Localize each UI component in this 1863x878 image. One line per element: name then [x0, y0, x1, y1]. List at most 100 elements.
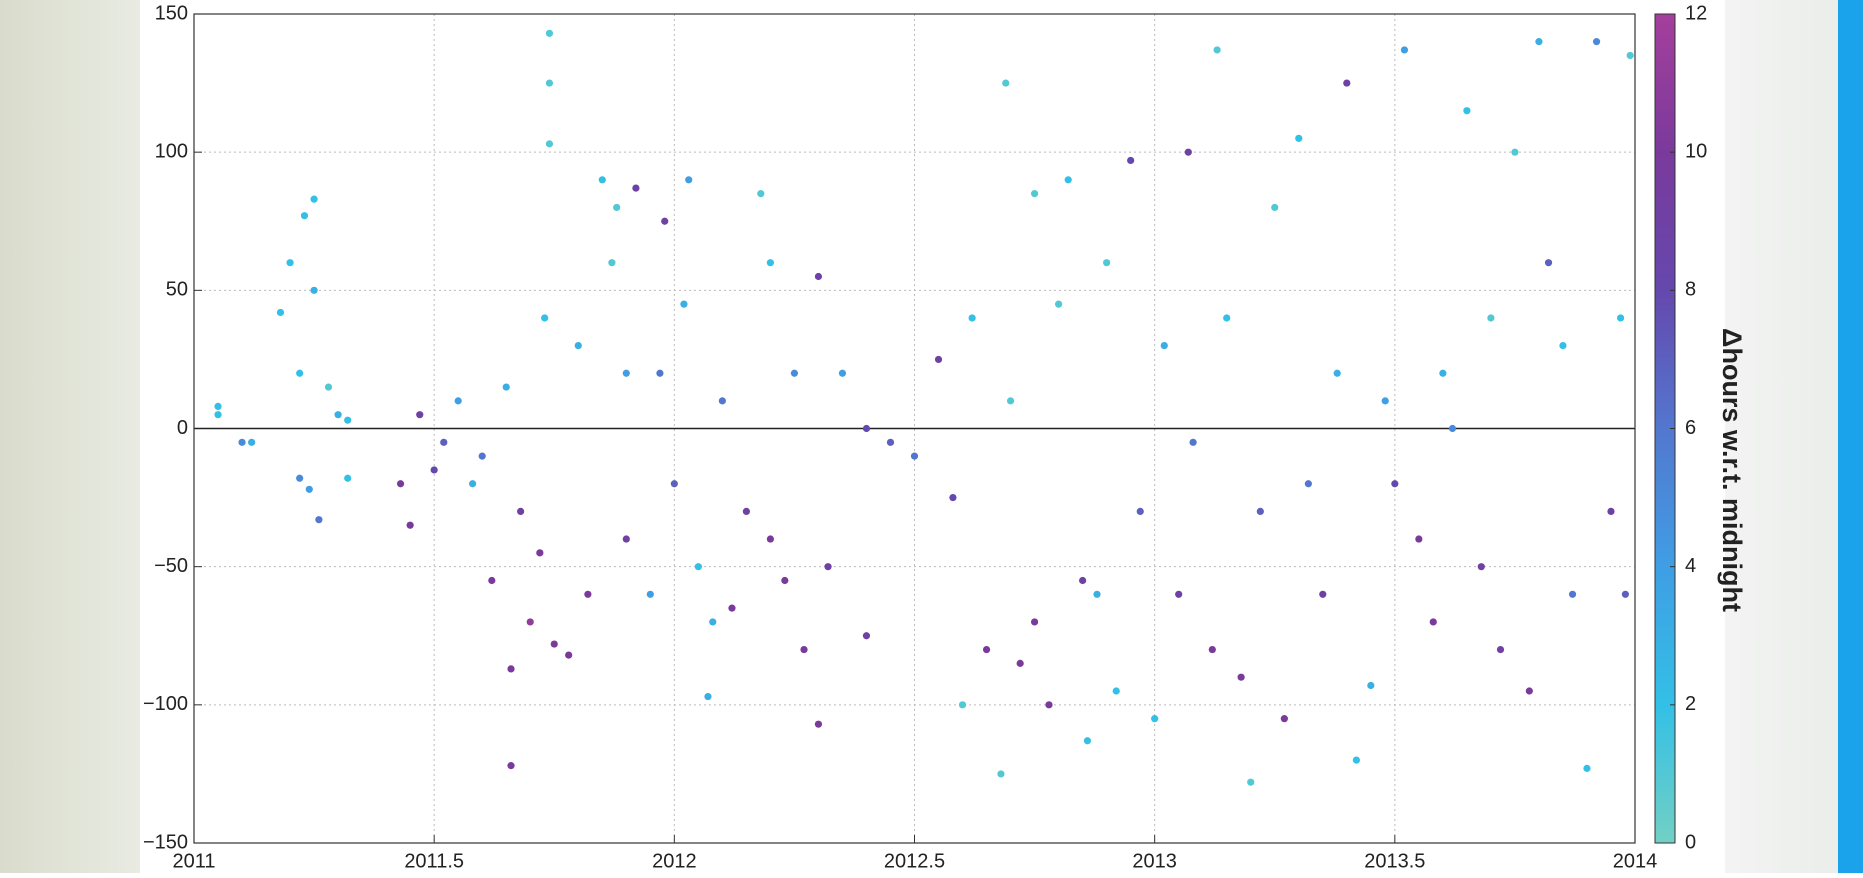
point [310, 286, 318, 294]
point [315, 516, 323, 524]
side-bar [1838, 0, 1863, 873]
x-tick-label: 2012.5 [884, 850, 945, 872]
point [766, 535, 775, 543]
point [1103, 259, 1111, 267]
point [1525, 687, 1533, 695]
point [574, 342, 582, 350]
point [622, 535, 630, 543]
point [1175, 590, 1183, 598]
point [958, 701, 967, 709]
point [1256, 507, 1264, 515]
point [545, 79, 554, 87]
point [685, 176, 693, 184]
point [276, 308, 285, 317]
point [334, 411, 342, 419]
point [1511, 148, 1519, 156]
point [1083, 737, 1092, 745]
point [502, 383, 510, 391]
point [1343, 79, 1351, 87]
point [1319, 590, 1327, 598]
x-tick-label: 2011.5 [404, 850, 464, 872]
point [997, 770, 1005, 778]
point [1160, 342, 1168, 350]
y-tick-label: −100 [143, 693, 188, 715]
point [1415, 535, 1423, 543]
plot-frame [193, 13, 1636, 844]
point [824, 563, 832, 571]
point [934, 355, 943, 364]
point [1184, 148, 1192, 156]
point [214, 402, 222, 410]
point [406, 521, 414, 529]
y-tick-label: −50 [154, 555, 188, 577]
point [1477, 563, 1485, 571]
point [468, 480, 477, 488]
point [1055, 300, 1063, 308]
point [766, 259, 775, 267]
point [694, 563, 702, 571]
y-tick-label: 100 [155, 140, 188, 162]
point [1391, 480, 1399, 488]
point [814, 272, 823, 281]
point [704, 692, 712, 701]
colorbar-label: Δhours w.r.t. midnight [1717, 328, 1747, 612]
point [517, 507, 525, 515]
point [670, 480, 678, 488]
point [1592, 38, 1601, 46]
x-tick-label: 2012 [652, 850, 697, 872]
point [1079, 576, 1087, 585]
plot-panel [140, 0, 1725, 873]
point [416, 411, 424, 419]
x-tick-label: 2013.5 [1364, 850, 1425, 872]
point [742, 507, 750, 515]
point [949, 493, 957, 502]
y-tick-label: 150 [155, 2, 188, 24]
point [507, 665, 515, 673]
point [1333, 369, 1341, 377]
point [1127, 156, 1135, 165]
y-tick-label: 50 [166, 279, 188, 301]
point [1295, 134, 1303, 142]
point [1621, 590, 1629, 598]
point [214, 411, 222, 419]
point [1006, 397, 1015, 405]
point [680, 300, 688, 308]
point [968, 314, 976, 322]
colorbar-tick-label: 10 [1685, 140, 1707, 162]
point [440, 438, 448, 446]
point [1496, 645, 1505, 654]
x-tick-label: 2014 [1613, 850, 1658, 872]
point [526, 618, 534, 626]
colorbar-tick-label: 6 [1685, 417, 1696, 439]
point [1016, 659, 1024, 667]
point [1151, 715, 1159, 723]
point [632, 184, 640, 192]
point [982, 645, 991, 654]
point [488, 576, 496, 585]
point [1271, 203, 1279, 212]
point [344, 474, 352, 482]
point [1568, 590, 1577, 598]
point [1381, 397, 1389, 405]
colorbar-tick-label: 12 [1685, 2, 1707, 24]
point [886, 438, 895, 446]
point [454, 397, 462, 405]
point [1400, 46, 1409, 54]
point [1583, 764, 1591, 772]
point [248, 438, 256, 446]
colorbar-tick-label: 2 [1685, 693, 1696, 715]
point [296, 369, 304, 377]
point [1064, 176, 1072, 184]
point [1136, 507, 1144, 515]
point [545, 140, 554, 148]
point [862, 632, 871, 640]
point [550, 640, 558, 648]
point [1280, 715, 1288, 723]
point [1535, 38, 1543, 46]
point [430, 466, 438, 474]
point [661, 217, 669, 225]
point [536, 549, 544, 557]
x-tick-label: 2011 [172, 850, 215, 872]
point [541, 314, 549, 322]
point [1247, 778, 1255, 786]
